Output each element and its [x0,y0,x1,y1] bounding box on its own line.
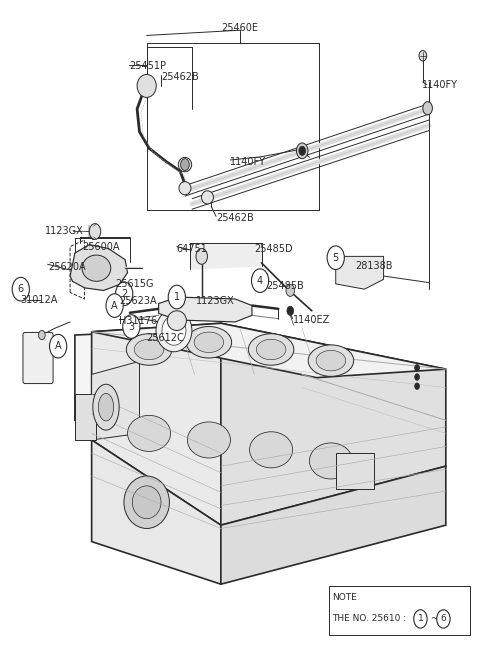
Circle shape [180,159,189,171]
Text: 3: 3 [128,321,134,332]
Polygon shape [92,440,221,584]
Ellipse shape [126,334,172,365]
Polygon shape [336,256,384,289]
Circle shape [437,610,450,628]
Text: 25462B: 25462B [216,214,254,223]
FancyBboxPatch shape [328,586,470,635]
Polygon shape [336,453,374,489]
Circle shape [116,282,133,306]
Text: 6: 6 [441,614,446,623]
Polygon shape [75,394,96,440]
Polygon shape [190,243,262,269]
Text: 25451P: 25451P [129,61,166,71]
Polygon shape [221,323,446,525]
Text: 25612C: 25612C [147,333,184,344]
Text: 25460E: 25460E [221,23,259,34]
Text: 1: 1 [418,614,423,623]
Circle shape [123,315,140,338]
Text: NOTE: NOTE [332,593,357,602]
Circle shape [38,330,45,340]
Text: 1: 1 [174,292,180,302]
Ellipse shape [98,394,114,421]
Text: H31176: H31176 [120,315,157,326]
Text: 64751: 64751 [177,244,208,254]
Ellipse shape [137,74,156,97]
Circle shape [196,248,207,264]
Ellipse shape [202,191,214,204]
Ellipse shape [194,332,224,353]
Ellipse shape [167,311,186,330]
Ellipse shape [132,486,161,518]
Text: ~: ~ [428,614,441,623]
Text: 25623A: 25623A [120,296,157,306]
Ellipse shape [93,384,119,430]
Text: A: A [111,300,118,311]
Text: 25485B: 25485B [266,281,304,291]
Circle shape [415,365,420,371]
Circle shape [287,306,294,315]
Text: 1123GX: 1123GX [45,227,84,237]
Ellipse shape [162,316,186,345]
Circle shape [12,277,29,301]
Ellipse shape [256,339,286,359]
Text: 28138B: 28138B [355,261,392,271]
Circle shape [423,102,432,115]
Ellipse shape [179,181,191,194]
Polygon shape [92,323,446,378]
Text: 5: 5 [333,253,339,263]
Text: THE NO. 25610 :: THE NO. 25610 : [332,614,409,623]
Ellipse shape [124,476,169,528]
Text: 2: 2 [121,289,127,299]
Circle shape [89,223,101,239]
FancyBboxPatch shape [23,332,53,384]
Text: 6: 6 [18,284,24,294]
Polygon shape [221,466,446,584]
Polygon shape [158,297,252,322]
Text: 25615G: 25615G [116,279,154,289]
Circle shape [168,285,185,309]
Circle shape [286,284,295,296]
Circle shape [297,143,308,159]
Circle shape [252,269,269,292]
Text: A: A [55,341,61,351]
Text: 25462B: 25462B [161,72,199,82]
Circle shape [299,147,306,156]
Text: 1123GX: 1123GX [195,296,234,306]
Ellipse shape [250,432,293,468]
Ellipse shape [156,309,192,351]
Text: 1140EZ: 1140EZ [293,315,330,325]
Polygon shape [75,328,441,460]
Circle shape [414,610,427,628]
Circle shape [415,374,420,380]
Circle shape [327,246,344,269]
Circle shape [49,334,67,358]
Text: 31012A: 31012A [21,294,58,305]
Polygon shape [92,361,140,440]
Ellipse shape [134,339,164,359]
Ellipse shape [248,334,294,365]
Text: 25620A: 25620A [48,262,86,272]
Text: 1140FY: 1140FY [230,157,266,167]
Ellipse shape [316,350,346,371]
Text: 25485D: 25485D [254,244,293,254]
Circle shape [415,383,420,390]
Ellipse shape [186,327,232,358]
Text: 4: 4 [257,276,263,286]
Ellipse shape [187,422,230,458]
Ellipse shape [308,345,354,376]
Polygon shape [70,244,128,290]
Ellipse shape [82,255,111,281]
Ellipse shape [178,158,192,172]
Circle shape [419,51,427,61]
Ellipse shape [128,415,170,451]
Text: 1140FY: 1140FY [422,79,458,89]
Circle shape [106,294,123,317]
Polygon shape [92,323,221,525]
Text: 25600A: 25600A [82,242,120,252]
Ellipse shape [310,443,352,479]
